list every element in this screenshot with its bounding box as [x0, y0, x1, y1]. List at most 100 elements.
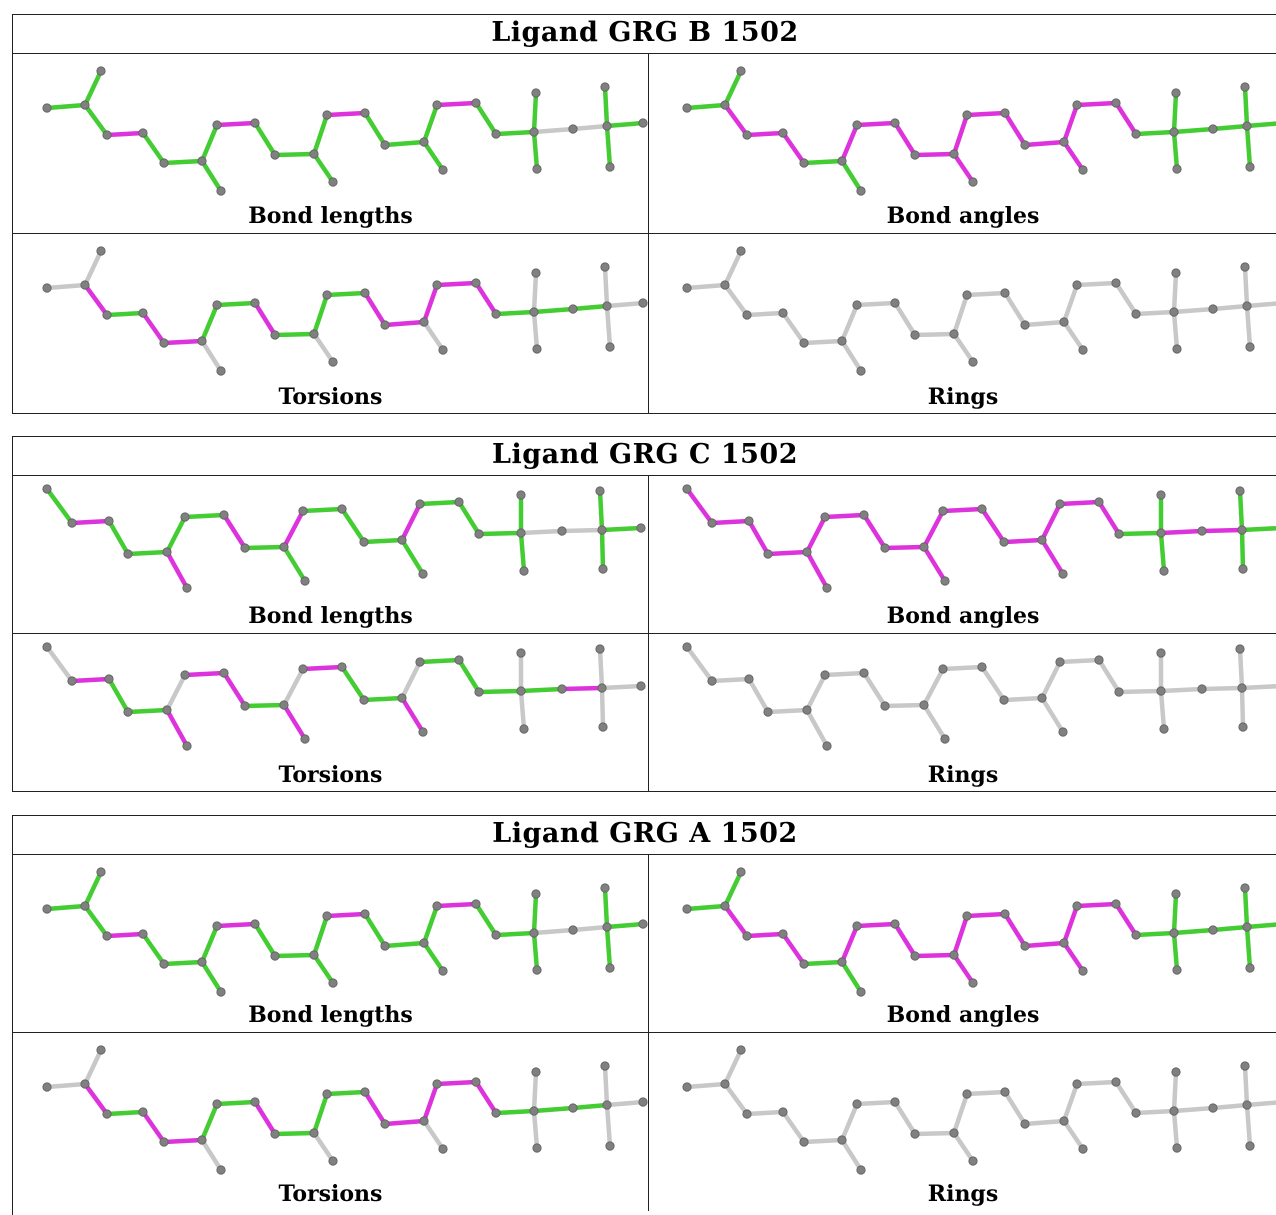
- atom: [736, 1045, 746, 1055]
- bond: [531, 1108, 540, 1151]
- atom: [138, 308, 148, 318]
- bond: [1244, 1102, 1253, 1149]
- atom: [359, 537, 369, 547]
- bond: [722, 282, 750, 318]
- cell-bond-angles: Bond angles: [649, 855, 1276, 1033]
- bond: [1061, 282, 1080, 325]
- bond: [1239, 684, 1276, 691]
- atom: [1020, 1119, 1030, 1129]
- bond: [311, 292, 330, 337]
- bond: [746, 518, 771, 557]
- bond: [281, 508, 306, 550]
- atom: [638, 118, 648, 128]
- bond: [199, 122, 220, 164]
- atom: [1156, 528, 1166, 538]
- atom: [1072, 901, 1082, 911]
- molecule-diagram: [682, 1045, 1276, 1175]
- atom: [1245, 342, 1255, 352]
- bond: [744, 931, 786, 939]
- bond: [1244, 121, 1276, 129]
- atom: [742, 931, 752, 941]
- atom: [600, 262, 610, 272]
- bond: [951, 1130, 976, 1164]
- bond: [1116, 688, 1164, 695]
- bond: [1039, 501, 1063, 543]
- bond: [382, 139, 427, 148]
- atom: [568, 304, 578, 314]
- bond: [531, 891, 539, 936]
- atom: [742, 130, 752, 140]
- atom: [219, 668, 229, 678]
- atom: [471, 1077, 481, 1087]
- bond: [1171, 891, 1179, 936]
- bond: [421, 139, 446, 173]
- bond: [602, 84, 610, 129]
- bond: [570, 1102, 610, 1111]
- atom: [778, 128, 788, 138]
- atom: [682, 103, 692, 113]
- atom: [557, 526, 567, 536]
- atom: [638, 919, 648, 929]
- atom: [1078, 966, 1088, 976]
- atom: [197, 156, 207, 166]
- bond: [1244, 1100, 1276, 1108]
- bond: [272, 151, 317, 158]
- atom: [605, 1141, 615, 1151]
- bond: [199, 1137, 224, 1173]
- atom: [182, 583, 192, 593]
- atom: [602, 1100, 612, 1110]
- atom: [802, 705, 812, 715]
- bond: [892, 1099, 918, 1137]
- bond: [164, 707, 190, 749]
- cell-rings: Rings: [649, 1033, 1276, 1211]
- atom: [1094, 655, 1104, 665]
- atom: [138, 929, 148, 939]
- bond: [82, 869, 104, 909]
- atom: [1237, 683, 1247, 693]
- bond: [140, 310, 167, 346]
- atom: [1208, 1103, 1218, 1113]
- molecule-diagram: [682, 484, 1276, 593]
- bond: [597, 488, 605, 533]
- bond: [684, 1081, 728, 1090]
- bond: [199, 338, 224, 374]
- bond: [1158, 688, 1167, 732]
- bond: [434, 901, 479, 909]
- bond: [1171, 306, 1216, 315]
- bond: [417, 499, 462, 507]
- atom: [328, 177, 338, 187]
- bond: [1242, 84, 1250, 129]
- atom: [968, 177, 978, 187]
- bond: [140, 1109, 167, 1145]
- atom: [380, 1119, 390, 1129]
- atom: [159, 338, 169, 348]
- bond: [69, 518, 112, 526]
- bond: [164, 514, 188, 555]
- atom: [1156, 686, 1166, 696]
- atom: [682, 642, 692, 652]
- bond: [456, 657, 482, 695]
- bond: [421, 1081, 440, 1124]
- atom: [962, 1089, 972, 1099]
- atom: [397, 535, 407, 545]
- atom: [799, 338, 809, 348]
- bond: [82, 102, 110, 138]
- bond: [1057, 657, 1102, 665]
- bond: [801, 338, 845, 346]
- bond: [1158, 528, 1205, 536]
- atom: [180, 512, 190, 522]
- atom: [742, 1109, 752, 1119]
- atom: [1240, 883, 1250, 893]
- atom: [380, 941, 390, 951]
- ligand-panel-a: Ligand GRG A 1502 Bond lengths Bond angl…: [12, 815, 1276, 1215]
- atom: [999, 537, 1009, 547]
- bond: [473, 1079, 499, 1116]
- bond: [964, 1089, 1008, 1097]
- atom: [159, 1137, 169, 1147]
- bond: [140, 130, 167, 166]
- molecule-diagram: [682, 246, 1276, 376]
- atom: [1208, 124, 1218, 134]
- atom: [602, 121, 612, 131]
- atom: [1114, 529, 1124, 539]
- bond: [214, 120, 258, 128]
